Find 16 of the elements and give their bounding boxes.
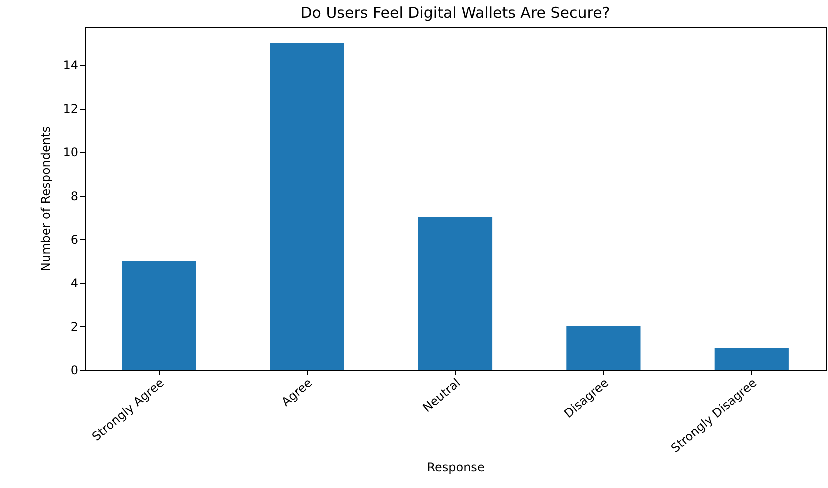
x-axis-title: Response [427,460,485,475]
bar [270,43,344,370]
y-tick-label: 6 [70,232,78,247]
y-tick-label: 8 [70,189,78,204]
y-tick-label: 4 [70,276,78,290]
chart-title: Do Users Feel Digital Wallets Are Secure? [300,4,610,22]
y-tick-label: 12 [63,102,78,116]
bar [122,261,196,370]
y-axis-title: Number of Respondents [39,126,54,272]
y-tick-label: 2 [70,320,78,334]
bar [418,218,493,370]
bar [566,326,641,370]
y-tick-label: 14 [63,58,78,73]
y-tick-label: 10 [63,146,78,160]
bar [714,348,789,370]
y-tick-label: 0 [70,364,78,378]
